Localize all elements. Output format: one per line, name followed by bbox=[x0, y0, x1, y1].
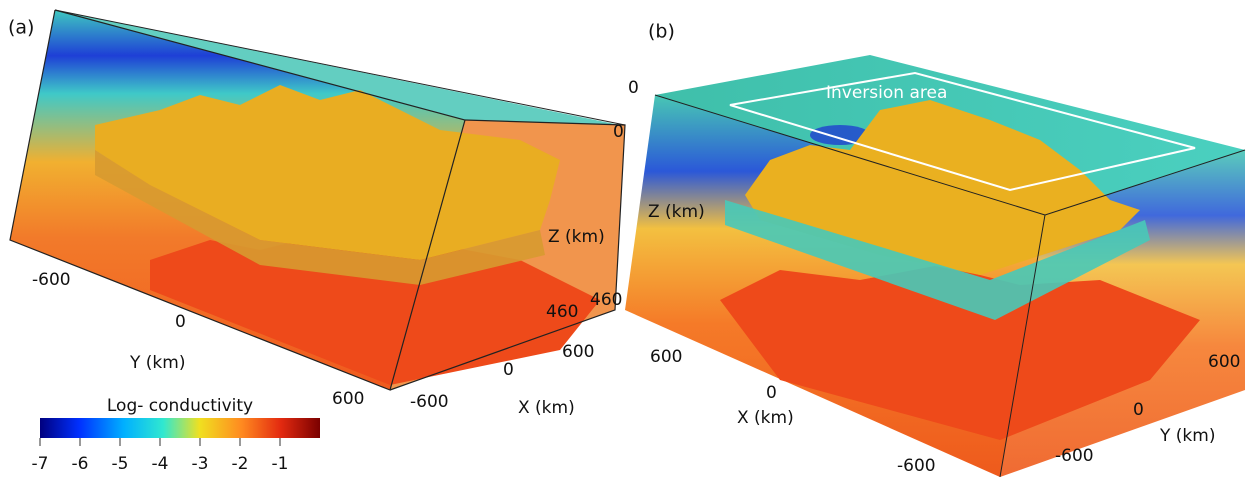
conductor-surface bbox=[150, 235, 600, 385]
x-axis-label: X (km) bbox=[737, 408, 794, 428]
conductor-surface bbox=[720, 265, 1200, 440]
y-axis-label: Y (km) bbox=[129, 353, 185, 373]
area-label: Inversion area bbox=[826, 83, 947, 103]
z-tick-label: 0 bbox=[613, 122, 624, 142]
y-tick-label: -600 bbox=[1055, 446, 1094, 466]
colorbar-tick-label: -7 bbox=[32, 454, 49, 474]
colorbar-tick-label: -6 bbox=[72, 454, 89, 474]
colorbar-tick-label: -2 bbox=[232, 454, 249, 474]
z-tick-label: 0 bbox=[628, 78, 639, 98]
colorbar-tick-label: -1 bbox=[272, 454, 289, 474]
x-tick-label: 0 bbox=[503, 360, 514, 380]
y-tick-label: 0 bbox=[1133, 400, 1144, 420]
x-tick-label: 0 bbox=[766, 383, 777, 403]
slab-side bbox=[725, 200, 1150, 320]
anomaly bbox=[810, 125, 870, 145]
panel-a bbox=[9, 9, 626, 391]
y-tick-label: 0 bbox=[175, 312, 186, 332]
x-tick-label: 600 bbox=[650, 347, 682, 367]
z-axis-label: Z (km) bbox=[548, 227, 605, 247]
y-axis-label: Y (km) bbox=[1159, 426, 1215, 446]
y-tick-label: 600 bbox=[332, 389, 364, 409]
panel-label: (a) bbox=[8, 17, 34, 39]
colorbar-tick-label: -4 bbox=[152, 454, 169, 474]
panel-b bbox=[625, 55, 1246, 477]
x-axis-label: X (km) bbox=[518, 398, 575, 418]
colorbar bbox=[40, 418, 320, 438]
colorbar-tick-label: -5 bbox=[112, 454, 129, 474]
x-tick-label: -600 bbox=[410, 392, 449, 412]
z-tick-label: 460 bbox=[546, 302, 578, 322]
panel-label: (b) bbox=[648, 21, 675, 43]
resistor-slab bbox=[95, 85, 560, 260]
colorbar-title: Log- conductivity bbox=[107, 396, 253, 416]
resistor-slab bbox=[745, 100, 1140, 275]
z-axis-label: Z (km) bbox=[648, 202, 705, 222]
x-tick-label: 600 bbox=[562, 342, 594, 362]
box-edge bbox=[1044, 149, 1246, 216]
colorbar-tick-label: -3 bbox=[192, 454, 209, 474]
x-tick-label: -600 bbox=[897, 456, 936, 476]
y-tick-label: -600 bbox=[32, 270, 71, 290]
inversion-area-outline bbox=[729, 71, 1196, 192]
z-tick-label: 460 bbox=[590, 290, 622, 310]
slab-side bbox=[95, 150, 545, 285]
box-edge bbox=[54, 9, 626, 126]
y-tick-label: 600 bbox=[1208, 352, 1240, 372]
box-edge bbox=[389, 119, 626, 391]
